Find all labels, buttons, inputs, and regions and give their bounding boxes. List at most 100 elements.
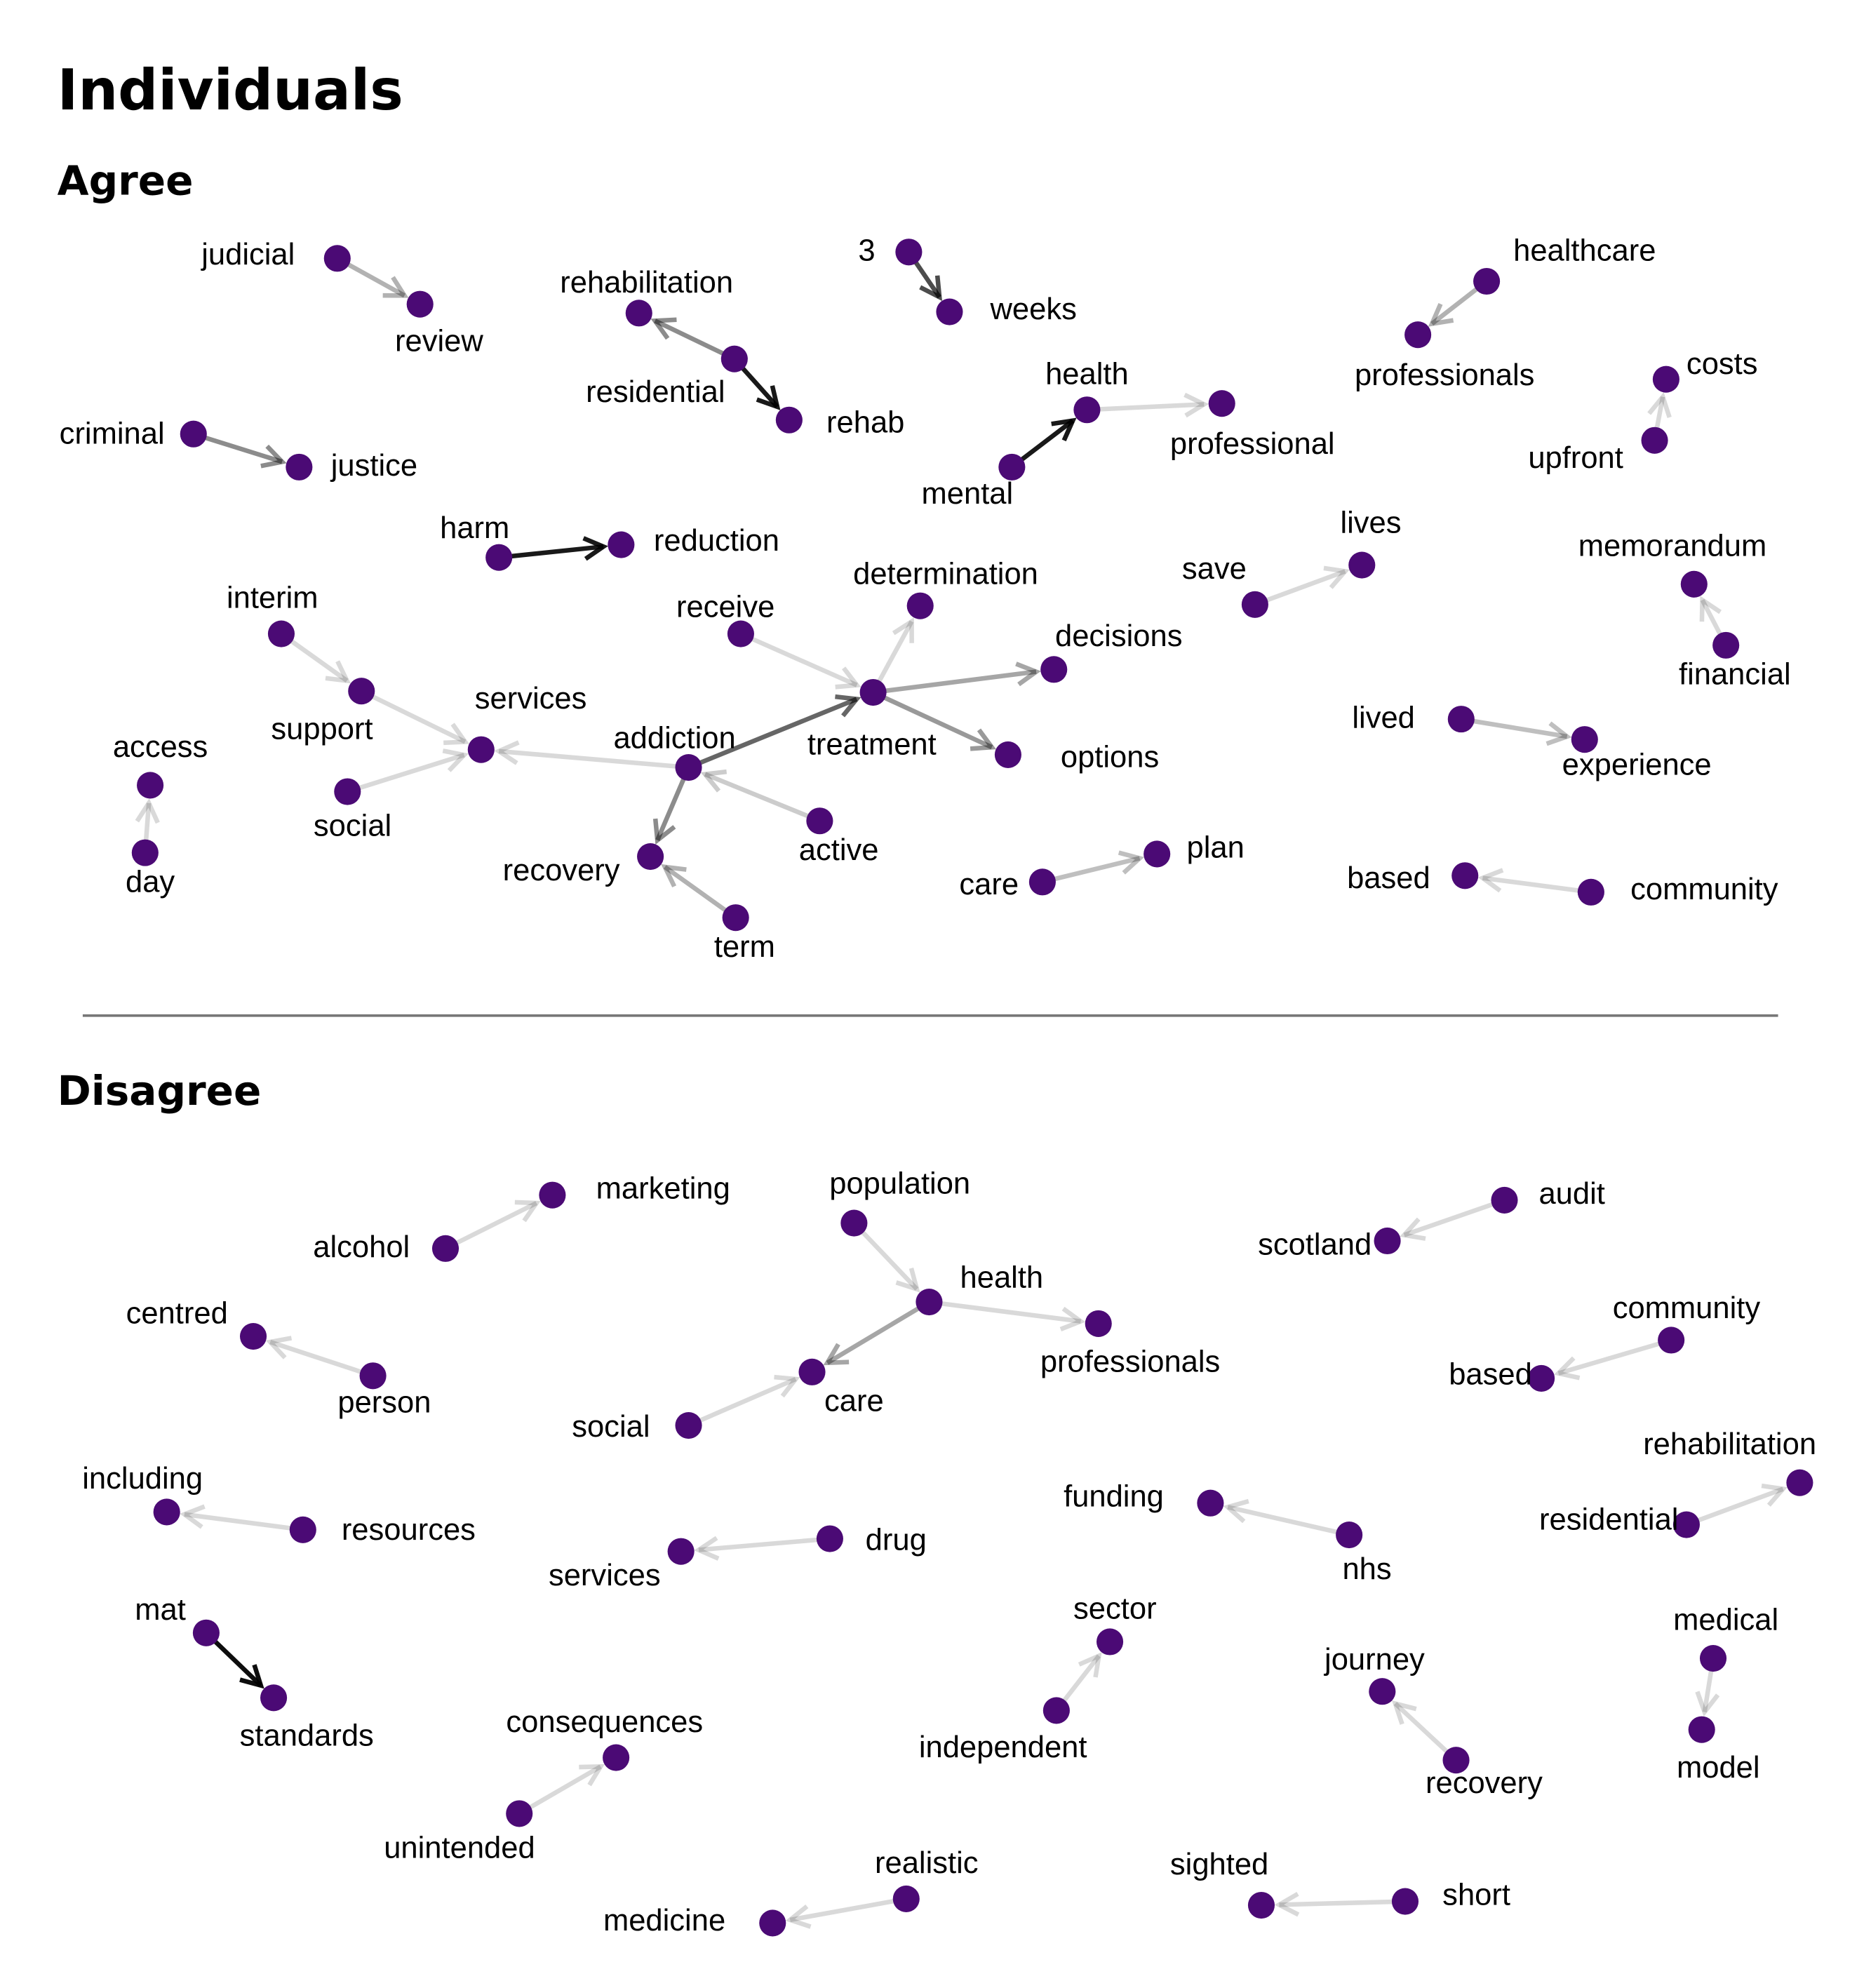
edge-line bbox=[192, 431, 283, 464]
node-label-receive: receive bbox=[676, 590, 774, 624]
node-label-recovery: recovery bbox=[1426, 1766, 1543, 1800]
node-label-plan: plan bbox=[1186, 831, 1244, 864]
edge-line bbox=[704, 772, 821, 824]
edge-arrow-social-services bbox=[347, 748, 469, 794]
node-label-save: save bbox=[1182, 552, 1247, 586]
section-title-agree: Agree bbox=[58, 157, 194, 205]
node-label-based: based bbox=[1449, 1357, 1532, 1391]
node-audit bbox=[1491, 1186, 1518, 1214]
node-short bbox=[1391, 1888, 1419, 1915]
node-label-active: active bbox=[799, 833, 879, 867]
node-label-population: population bbox=[829, 1167, 970, 1200]
node-label-decisions: decisions bbox=[1055, 619, 1182, 653]
edge-line bbox=[1279, 1899, 1406, 1907]
arrowhead-icon bbox=[1553, 1356, 1581, 1381]
arrowhead-icon bbox=[239, 1664, 264, 1689]
node-label-audit: audit bbox=[1538, 1177, 1604, 1211]
node-recovery bbox=[1442, 1747, 1470, 1774]
arrowhead-icon bbox=[442, 748, 469, 772]
node-label-3: 3 bbox=[858, 234, 875, 267]
node-label-sector: sector bbox=[1073, 1592, 1157, 1625]
arrowhead-icon bbox=[919, 275, 942, 302]
node-label-mat: mat bbox=[135, 1593, 186, 1627]
node-professional bbox=[1208, 390, 1235, 417]
node-centred bbox=[239, 1322, 267, 1350]
arrowhead-icon bbox=[1400, 1217, 1426, 1241]
node-services bbox=[467, 736, 495, 763]
edge-line bbox=[498, 748, 689, 770]
node-label-lives: lives bbox=[1340, 506, 1401, 540]
node-consequences bbox=[603, 1744, 630, 1771]
edge-arrow-short-sighted bbox=[1274, 1892, 1406, 1917]
node-residential bbox=[720, 345, 748, 372]
node-social bbox=[334, 778, 361, 805]
edge-arrow-treatment-determination bbox=[871, 617, 914, 694]
edge-arrow-alcohol-marketing bbox=[444, 1200, 541, 1251]
arrowhead-icon bbox=[835, 694, 861, 718]
node-label-journey: journey bbox=[1323, 1643, 1425, 1677]
node-realistic bbox=[892, 1885, 920, 1913]
node-label-treatment: treatment bbox=[807, 727, 937, 761]
node-label-healthcare: healthcare bbox=[1513, 234, 1656, 267]
node-label-social: social bbox=[314, 810, 391, 843]
node-label-centred: centred bbox=[126, 1296, 228, 1330]
arrowhead-icon bbox=[835, 666, 861, 690]
node-label-resources: resources bbox=[342, 1513, 476, 1547]
section-title-disagree: Disagree bbox=[58, 1067, 262, 1115]
node-population bbox=[840, 1209, 868, 1237]
edge-line bbox=[688, 697, 858, 770]
arrowhead-icon bbox=[785, 1904, 812, 1929]
node-label-marketing: marketing bbox=[596, 1172, 730, 1206]
arrowhead-icon bbox=[1323, 565, 1350, 589]
edge-line bbox=[1461, 716, 1568, 739]
node-mental bbox=[998, 453, 1026, 481]
node-professionals bbox=[1085, 1310, 1112, 1337]
node-label-experience: experience bbox=[1562, 748, 1712, 781]
arrowhead-icon bbox=[443, 723, 470, 746]
edge-line bbox=[826, 1300, 931, 1365]
arrowhead-icon bbox=[180, 1504, 206, 1529]
arrowhead-icon bbox=[756, 385, 781, 410]
arrowhead-icon bbox=[1545, 721, 1572, 746]
edge-line bbox=[872, 690, 993, 750]
node-label-nhs: nhs bbox=[1342, 1552, 1391, 1586]
node-label-health: health bbox=[1045, 357, 1129, 391]
node-lived bbox=[1447, 706, 1475, 733]
node-label-options: options bbox=[1061, 741, 1159, 774]
node-active bbox=[806, 807, 833, 835]
node-healthcare bbox=[1473, 267, 1501, 295]
node-nhs bbox=[1336, 1522, 1363, 1549]
arrowhead-icon bbox=[1695, 1691, 1720, 1717]
node-label-memorandum: memorandum bbox=[1578, 529, 1767, 563]
edge-line bbox=[347, 753, 465, 794]
node-label-care: care bbox=[824, 1385, 884, 1418]
node-label-drug: drug bbox=[866, 1523, 927, 1557]
figure-title: Individuals bbox=[58, 58, 403, 123]
node-3 bbox=[895, 239, 923, 266]
arrowhead-icon bbox=[265, 1336, 293, 1359]
node-recovery bbox=[637, 843, 664, 871]
arrowhead-icon bbox=[652, 818, 676, 845]
arrowhead-icon bbox=[260, 444, 287, 469]
node-save bbox=[1241, 591, 1268, 618]
edge-line bbox=[1482, 875, 1592, 895]
edge-arrow-care-plan bbox=[1042, 850, 1145, 885]
node-label-rehabilitation: rehabilitation bbox=[1643, 1428, 1816, 1461]
arrowhead-icon bbox=[135, 798, 160, 824]
node-label-rehab: rehab bbox=[826, 405, 904, 439]
arrowhead-icon bbox=[661, 864, 687, 888]
arrowhead-icon bbox=[579, 1764, 605, 1787]
node-justice bbox=[286, 453, 313, 481]
arrowhead-icon bbox=[494, 740, 520, 765]
edge-line bbox=[873, 669, 1037, 695]
edge-arrow-receive-treatment bbox=[739, 631, 861, 690]
arrowhead-icon bbox=[823, 1343, 850, 1366]
edge-arrow-health-care bbox=[823, 1300, 931, 1366]
node-interim bbox=[267, 620, 295, 647]
agree-network: judicial review rehabilitation residential r… bbox=[60, 234, 1791, 963]
arrowhead-icon bbox=[1761, 1483, 1788, 1507]
node-including bbox=[153, 1498, 180, 1526]
node-term bbox=[722, 904, 749, 932]
edge-line bbox=[1685, 1486, 1784, 1527]
arrowhead-icon bbox=[1118, 850, 1145, 875]
